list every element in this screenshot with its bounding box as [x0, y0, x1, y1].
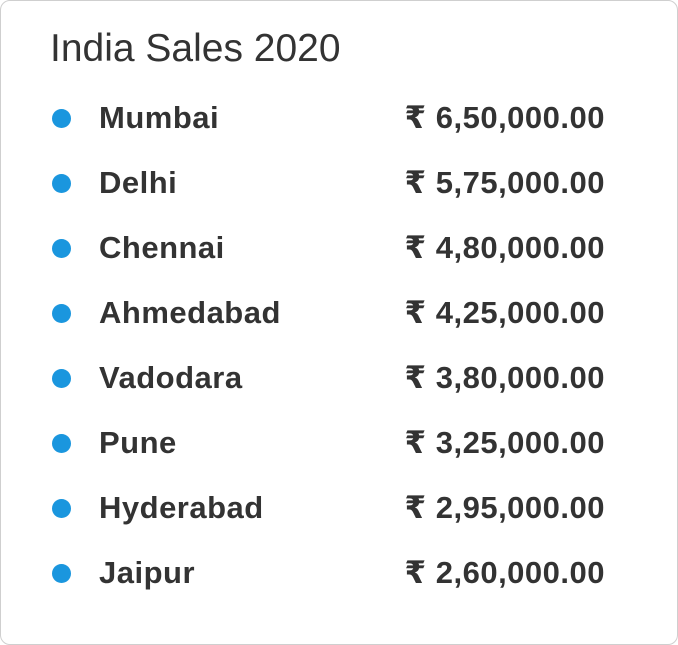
city-name: Jaipur	[99, 555, 196, 590]
list-row: Chennai ₹ 4,80,000.00	[1, 228, 678, 268]
city-name: Mumbai	[99, 100, 220, 135]
bullet	[52, 499, 71, 518]
city-name: Chennai	[99, 230, 225, 265]
list-row: Vadodara ₹ 3,80,000.00	[1, 358, 678, 398]
list-row: Pune ₹ 3,25,000.00	[1, 423, 678, 463]
bullet	[52, 109, 71, 128]
city-name: Vadodara	[99, 360, 243, 395]
card-title: India Sales 2020	[50, 27, 341, 70]
sales-amount: ₹ 4,25,000.00	[404, 295, 605, 330]
city-name: Ahmedabad	[99, 295, 281, 330]
bullet	[52, 564, 71, 583]
bullet	[52, 304, 71, 323]
bullet	[52, 434, 71, 453]
bullet	[52, 239, 71, 258]
bullet	[52, 174, 71, 193]
list-row: Delhi ₹ 5,75,000.00	[1, 163, 678, 203]
sales-amount: ₹ 2,60,000.00	[404, 555, 605, 590]
sales-amount: ₹ 4,80,000.00	[404, 230, 605, 265]
sales-amount: ₹ 3,80,000.00	[404, 360, 605, 395]
list-row: Mumbai ₹ 6,50,000.00	[1, 98, 678, 138]
bullet	[52, 369, 71, 388]
city-name: Delhi	[99, 165, 178, 200]
sales-amount: ₹ 6,50,000.00	[404, 100, 605, 135]
list-row: Jaipur ₹ 2,60,000.00	[1, 553, 678, 593]
sales-amount: ₹ 5,75,000.00	[404, 165, 605, 200]
list-row: Ahmedabad ₹ 4,25,000.00	[1, 293, 678, 333]
list-row: Hyderabad ₹ 2,95,000.00	[1, 488, 678, 528]
sales-amount: ₹ 2,95,000.00	[404, 490, 605, 525]
city-name: Pune	[99, 425, 177, 460]
city-name: Hyderabad	[99, 490, 264, 525]
sales-amount: ₹ 3,25,000.00	[404, 425, 605, 460]
